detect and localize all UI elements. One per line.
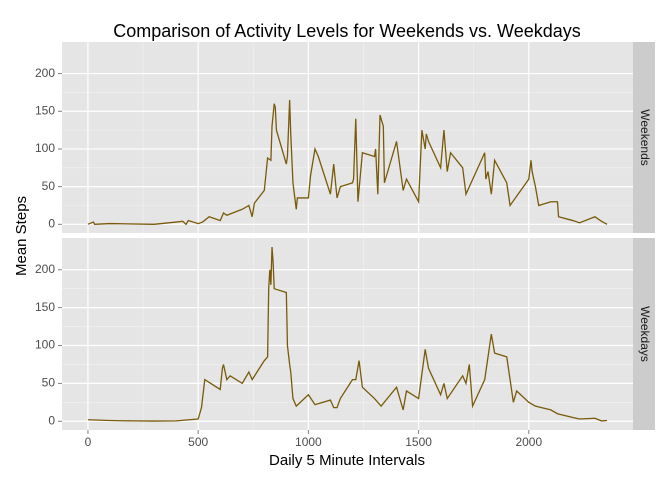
y-axis-label: Mean Steps bbox=[13, 196, 30, 276]
y-tick-label: 150 bbox=[35, 300, 55, 314]
y-tick-label: 50 bbox=[42, 376, 56, 390]
y-tick-label: 0 bbox=[48, 413, 55, 427]
x-tick-label: 500 bbox=[188, 435, 208, 449]
y-tick-label: 50 bbox=[42, 179, 56, 193]
y-tick-label: 100 bbox=[35, 338, 55, 352]
x-tick-label: 1500 bbox=[405, 435, 432, 449]
y-tick-label: 200 bbox=[35, 66, 55, 80]
y-tick-label: 150 bbox=[35, 103, 55, 117]
facet-label: Weekends bbox=[638, 109, 652, 165]
x-tick-label: 1000 bbox=[295, 435, 322, 449]
panel-background bbox=[62, 42, 633, 233]
y-tick-label: 0 bbox=[48, 217, 55, 231]
y-tick-label: 200 bbox=[35, 262, 55, 276]
x-tick-label: 2000 bbox=[515, 435, 542, 449]
panel-background bbox=[62, 238, 633, 430]
data-line bbox=[87, 99, 608, 226]
chart-title: Comparison of Activity Levels for Weeken… bbox=[113, 21, 581, 41]
y-tick-label: 100 bbox=[35, 141, 55, 155]
x-tick-label: 0 bbox=[85, 435, 92, 449]
x-axis-label: Daily 5 Minute Intervals bbox=[269, 452, 425, 469]
facet-strip bbox=[633, 42, 655, 233]
data-line bbox=[87, 246, 608, 422]
facet-strip bbox=[633, 238, 655, 430]
facet-label: Weekdays bbox=[638, 306, 652, 362]
